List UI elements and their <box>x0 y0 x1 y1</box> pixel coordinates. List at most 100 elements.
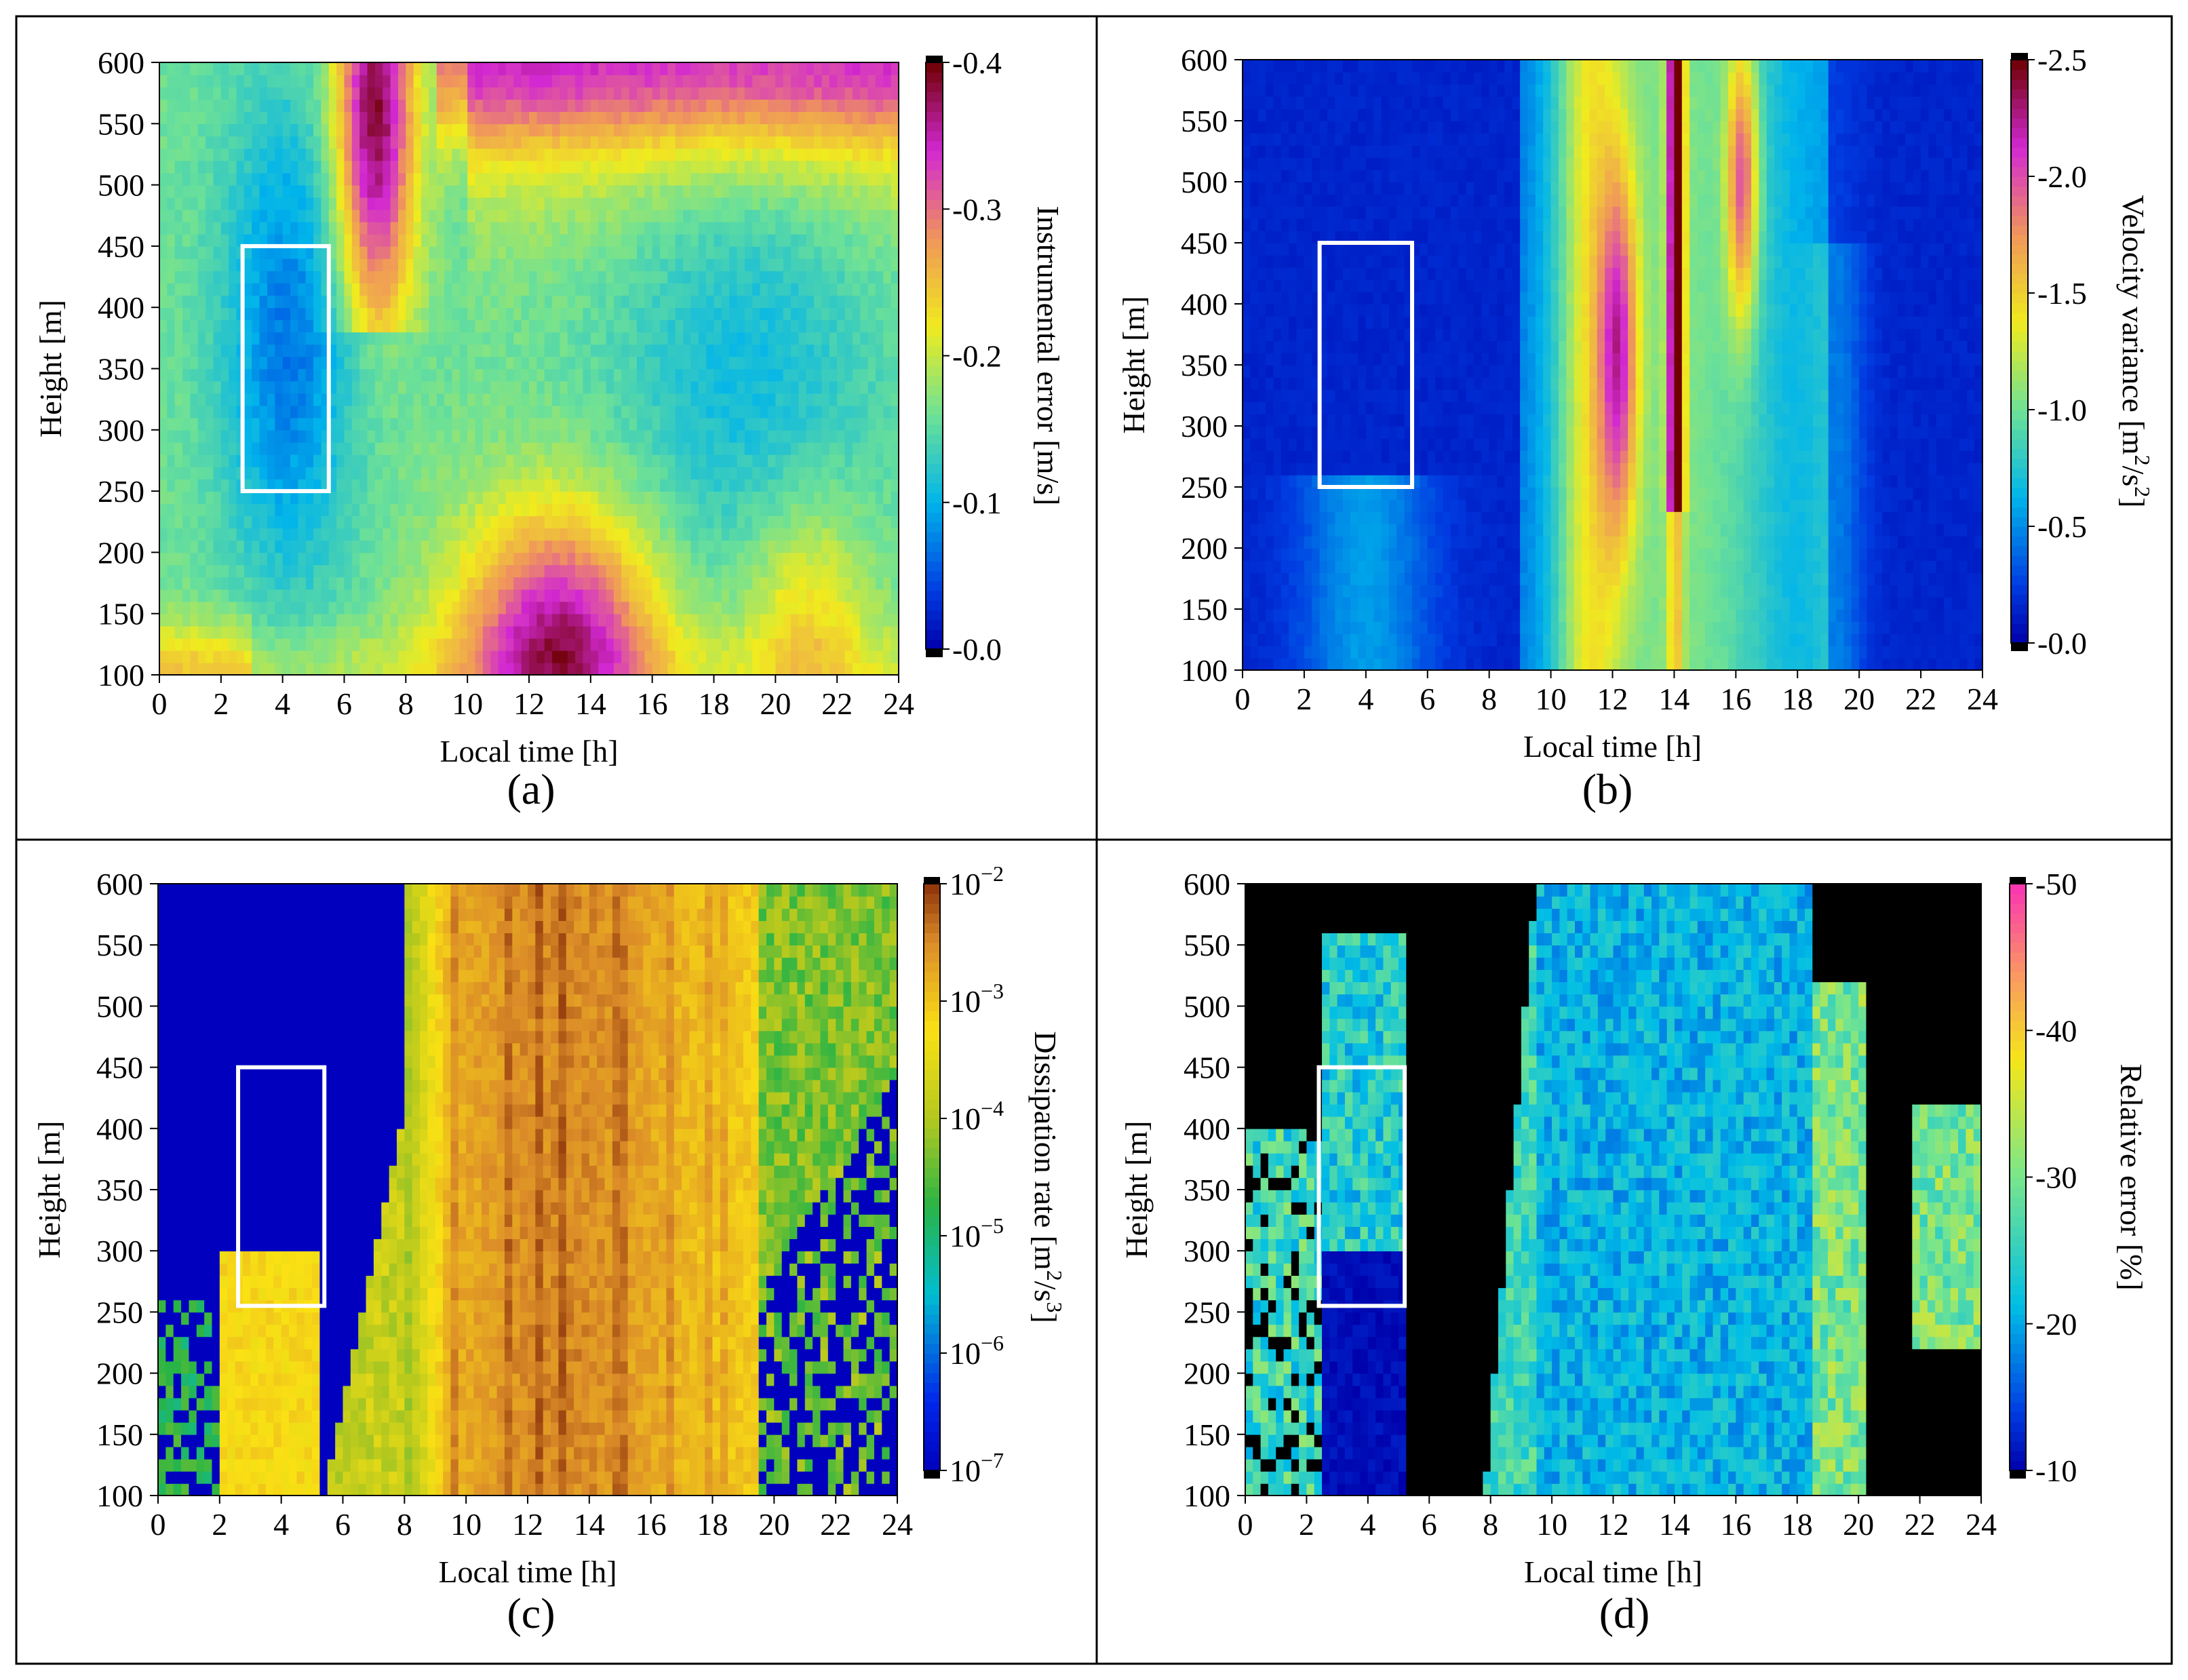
heatmap-cell <box>328 380 337 394</box>
heatmap-cell <box>328 123 337 137</box>
heatmap-cell <box>305 368 314 382</box>
heatmap-cell <box>328 233 337 247</box>
heatmap-cell <box>359 613 368 627</box>
heatmap-cell <box>852 466 861 480</box>
heatmap-cell <box>883 136 892 149</box>
heatmap-cell <box>791 356 800 370</box>
heatmap-cell <box>636 209 646 222</box>
heatmap-cell <box>406 136 414 149</box>
heatmap-cell <box>829 356 838 370</box>
heatmap-cell <box>406 123 414 137</box>
heatmap-cell <box>397 429 407 443</box>
heatmap-cell <box>683 589 692 602</box>
heatmap-cell <box>444 221 453 235</box>
heatmap-cell <box>459 295 468 308</box>
heatmap-cell <box>290 380 299 394</box>
heatmap-cell <box>383 160 391 174</box>
heatmap-cell <box>644 503 653 517</box>
heatmap-cell <box>721 442 730 455</box>
x-tick-label: 10 <box>452 686 483 721</box>
heatmap-cell <box>482 393 492 406</box>
heatmap-cell <box>336 148 345 161</box>
heatmap-cell <box>852 650 861 663</box>
heatmap-cell <box>844 552 853 566</box>
heatmap-cell <box>290 601 299 614</box>
heatmap-cell <box>213 417 222 431</box>
heatmap-cell <box>698 332 707 345</box>
heatmap-cell <box>729 172 738 186</box>
heatmap-cell <box>560 62 568 75</box>
heatmap-cell <box>767 380 777 394</box>
heatmap-cell <box>744 111 754 125</box>
heatmap-cell <box>860 356 869 370</box>
heatmap-cell <box>190 233 199 247</box>
heatmap-cell <box>397 307 407 321</box>
heatmap-cell <box>806 650 815 663</box>
heatmap-cell <box>690 356 699 370</box>
heatmap-cell <box>767 209 777 222</box>
heatmap-cell <box>374 515 384 529</box>
heatmap-cell <box>498 332 507 345</box>
heatmap-cell <box>883 258 892 271</box>
heatmap-cell <box>767 528 777 541</box>
heatmap-cell <box>406 638 414 651</box>
heatmap-cell <box>429 87 437 100</box>
heatmap-cell <box>529 442 538 455</box>
heatmap-cell <box>359 662 368 675</box>
heatmap-cell <box>367 405 376 418</box>
heatmap-cell <box>560 197 568 210</box>
heatmap-cell <box>336 332 345 345</box>
heatmap-cell <box>552 601 561 614</box>
heatmap-cell <box>721 613 730 627</box>
heatmap-cell <box>159 246 168 259</box>
heatmap-cell <box>397 417 407 431</box>
heatmap-cell <box>505 160 515 174</box>
heatmap-cell <box>229 344 237 357</box>
heatmap-cell <box>321 197 330 210</box>
heatmap-cell <box>220 552 229 566</box>
heatmap-cell <box>475 344 484 357</box>
heatmap-cell <box>529 589 538 602</box>
heatmap-cell <box>621 625 630 639</box>
heatmap-cell <box>505 209 515 222</box>
heatmap-cell <box>243 197 253 210</box>
heatmap-cell <box>190 638 199 651</box>
heatmap-cell <box>513 271 522 284</box>
heatmap-cell <box>305 75 314 87</box>
heatmap-cell <box>891 319 899 333</box>
heatmap-cell <box>698 246 707 259</box>
y-axis-label: Height [m] <box>33 300 68 437</box>
heatmap-cell <box>737 454 745 467</box>
heatmap-cell <box>837 197 846 210</box>
heatmap-cell <box>529 417 538 431</box>
heatmap-cell <box>675 356 684 370</box>
heatmap-cell <box>544 515 553 529</box>
heatmap-cell <box>721 221 730 235</box>
heatmap-cell <box>698 393 707 406</box>
heatmap-cell <box>544 319 553 333</box>
heatmap-cell <box>167 172 176 186</box>
heatmap-cell <box>498 638 507 651</box>
heatmap-cell <box>421 233 430 247</box>
heatmap-cell <box>367 625 376 639</box>
heatmap-cell <box>397 283 407 296</box>
heatmap-cell <box>667 148 676 161</box>
heatmap-cell <box>298 405 307 418</box>
heatmap-cell <box>567 368 576 382</box>
heatmap-cell <box>744 393 754 406</box>
heatmap-cell <box>767 75 777 87</box>
heatmap-cell <box>636 307 646 321</box>
heatmap-cell <box>513 221 522 235</box>
heatmap-cell <box>252 184 260 198</box>
heatmap-cell <box>683 148 692 161</box>
colorbar-tick-label: -0.3 <box>952 192 1002 227</box>
heatmap-cell <box>1243 402 1251 414</box>
heatmap-cell <box>521 442 530 455</box>
heatmap-cell <box>560 540 568 553</box>
heatmap-cell <box>344 246 353 259</box>
heatmap-cell <box>429 123 437 137</box>
y-tick-label: 450 <box>98 229 144 264</box>
heatmap-cell <box>891 221 899 235</box>
heatmap-cell <box>390 356 399 370</box>
heatmap-cell <box>513 136 522 149</box>
